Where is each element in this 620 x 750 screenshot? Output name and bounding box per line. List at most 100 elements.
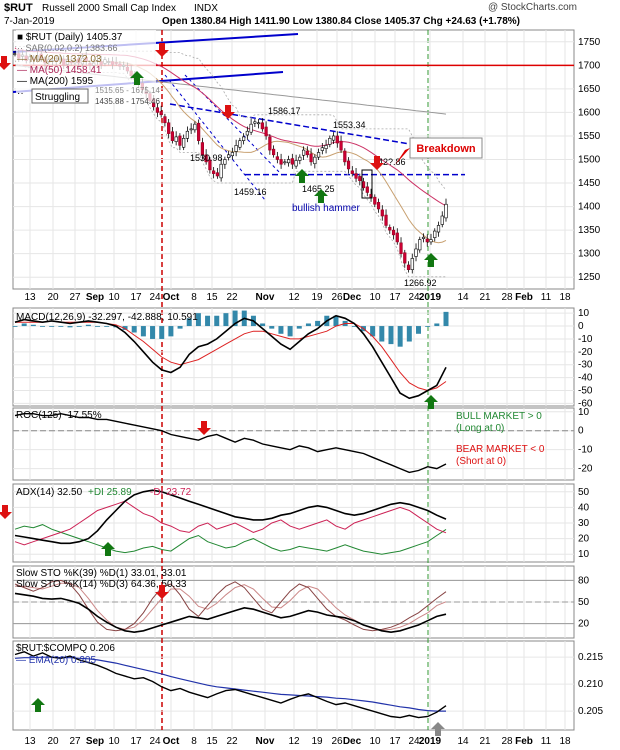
candle-body <box>444 203 448 219</box>
candle-body <box>339 140 343 151</box>
macd-legend: MACD(12,26,9) -32.297, -42.888, 10.591 <box>16 312 198 323</box>
price-y-tick: 1400 <box>578 202 601 213</box>
candle-body <box>294 160 298 167</box>
candle-body <box>257 122 261 125</box>
candle-body <box>185 130 190 139</box>
top-x-label: 15 <box>206 292 218 303</box>
breakdown-trendline <box>169 103 411 145</box>
adx-y-tick: 50 <box>578 487 590 498</box>
candle-body <box>271 148 276 156</box>
top-x-label: 26 <box>331 292 343 303</box>
bottom-x-label: Feb <box>515 736 533 747</box>
price-label: 1530.98 <box>190 153 223 163</box>
macd-y-tick: -60 <box>578 398 593 409</box>
top-x-label: 24 <box>408 292 420 303</box>
bottom-x-label: 15 <box>206 736 218 747</box>
adx-y-tick: 40 <box>578 502 590 513</box>
adx-legend: ADX(14) 32.50 <box>16 487 83 498</box>
candle-body <box>328 138 332 145</box>
candle-body <box>13 53 17 55</box>
macd-histogram-bar <box>397 326 403 347</box>
candle-body <box>264 126 268 137</box>
macd-histogram-bar <box>140 326 146 337</box>
sell-arrow-icon <box>370 156 384 170</box>
candle-body <box>376 202 381 210</box>
price-label: 1586.17 <box>268 106 301 116</box>
macd-histogram-bar <box>58 326 64 327</box>
bottom-x-label: 17 <box>389 736 401 747</box>
bottom-x-label: 12 <box>288 736 300 747</box>
top-x-label: 20 <box>47 292 59 303</box>
candle-body <box>331 135 336 141</box>
bottom-x-label: 10 <box>108 736 120 747</box>
candle-body <box>380 209 384 217</box>
bottom-x-label: 14 <box>457 736 469 747</box>
candle-body <box>163 116 167 124</box>
candle-body <box>167 122 171 134</box>
macd-histogram-bar <box>122 326 128 330</box>
bottom-x-label: 17 <box>130 736 142 747</box>
legend-pc-values-2: 1435.88 - 1754.46 <box>95 97 160 106</box>
sto-y-tick: 80 <box>578 575 590 586</box>
candle-body <box>425 238 429 243</box>
top-x-label: 24 <box>149 292 161 303</box>
candle-body <box>227 154 231 158</box>
candle-body <box>253 121 257 124</box>
bear-market-sub: (Short at 0) <box>456 456 506 467</box>
bottom-x-label: 22 <box>226 736 238 747</box>
macd-histogram-bar <box>168 326 174 337</box>
candle-body <box>170 131 175 141</box>
candle-body <box>410 258 414 270</box>
macd-histogram-bar <box>370 326 376 337</box>
macd-histogram-bar <box>260 323 266 327</box>
sell-arrow-icon <box>0 56 11 70</box>
macd-y-tick: -50 <box>578 386 593 397</box>
ohlc-readout: Open 1380.84 High 1411.90 Low 1380.84 Cl… <box>162 16 520 27</box>
macd-histogram-bar <box>205 315 211 327</box>
candle-body <box>309 153 313 163</box>
top-x-label: 17 <box>130 292 142 303</box>
candle-body <box>268 136 272 151</box>
macd-histogram-bar <box>425 326 431 327</box>
rel-ratio-line <box>14 651 447 719</box>
chart-date: 7-Jan-2019 <box>4 16 55 27</box>
top-x-label: 17 <box>389 292 401 303</box>
legend-ma200: — MA(200) 1595 <box>17 76 94 87</box>
candle-body <box>200 142 204 156</box>
macd-y-tick: -10 <box>578 334 593 345</box>
macd-histogram-bar <box>85 324 91 327</box>
bottom-x-label: 26 <box>331 736 343 747</box>
top-x-label: 2019 <box>419 292 442 303</box>
candle-body <box>346 160 351 170</box>
price-y-tick: 1750 <box>578 37 601 48</box>
breakdown-label: Breakdown <box>416 143 476 155</box>
candle-body <box>219 163 223 179</box>
macd-y-tick: 0 <box>578 321 584 332</box>
bottom-x-label: 2019 <box>419 736 442 747</box>
rel-ema-line <box>14 656 446 712</box>
sto-k39-line <box>14 592 447 634</box>
top-x-label: Oct <box>163 292 180 303</box>
candle-body <box>242 136 246 141</box>
price-label: 1465.25 <box>302 184 335 194</box>
candle-body <box>182 138 186 148</box>
price-channel-upper <box>15 46 447 191</box>
sell-arrow-icon <box>155 43 169 57</box>
channel-line <box>164 74 266 201</box>
candle-body <box>283 161 287 164</box>
roc-y-tick: -20 <box>578 464 593 475</box>
candle-body <box>204 154 208 163</box>
candle-body <box>436 225 441 233</box>
bottom-x-label: 27 <box>69 736 81 747</box>
candle-body <box>155 107 160 113</box>
bottom-x-label: 11 <box>541 736 552 747</box>
price-y-tick: 1550 <box>578 131 601 142</box>
macd-histogram-bar <box>351 326 357 327</box>
top-x-label: 11 <box>541 292 552 303</box>
top-x-label: 13 <box>24 292 36 303</box>
candle-body <box>361 181 366 189</box>
bottom-x-label: 20 <box>47 736 59 747</box>
neutral-arrow-icon <box>431 722 445 736</box>
sto-legend-2: Slow STO %K(14) %D(3) 64.36, 50.33 <box>16 579 187 590</box>
